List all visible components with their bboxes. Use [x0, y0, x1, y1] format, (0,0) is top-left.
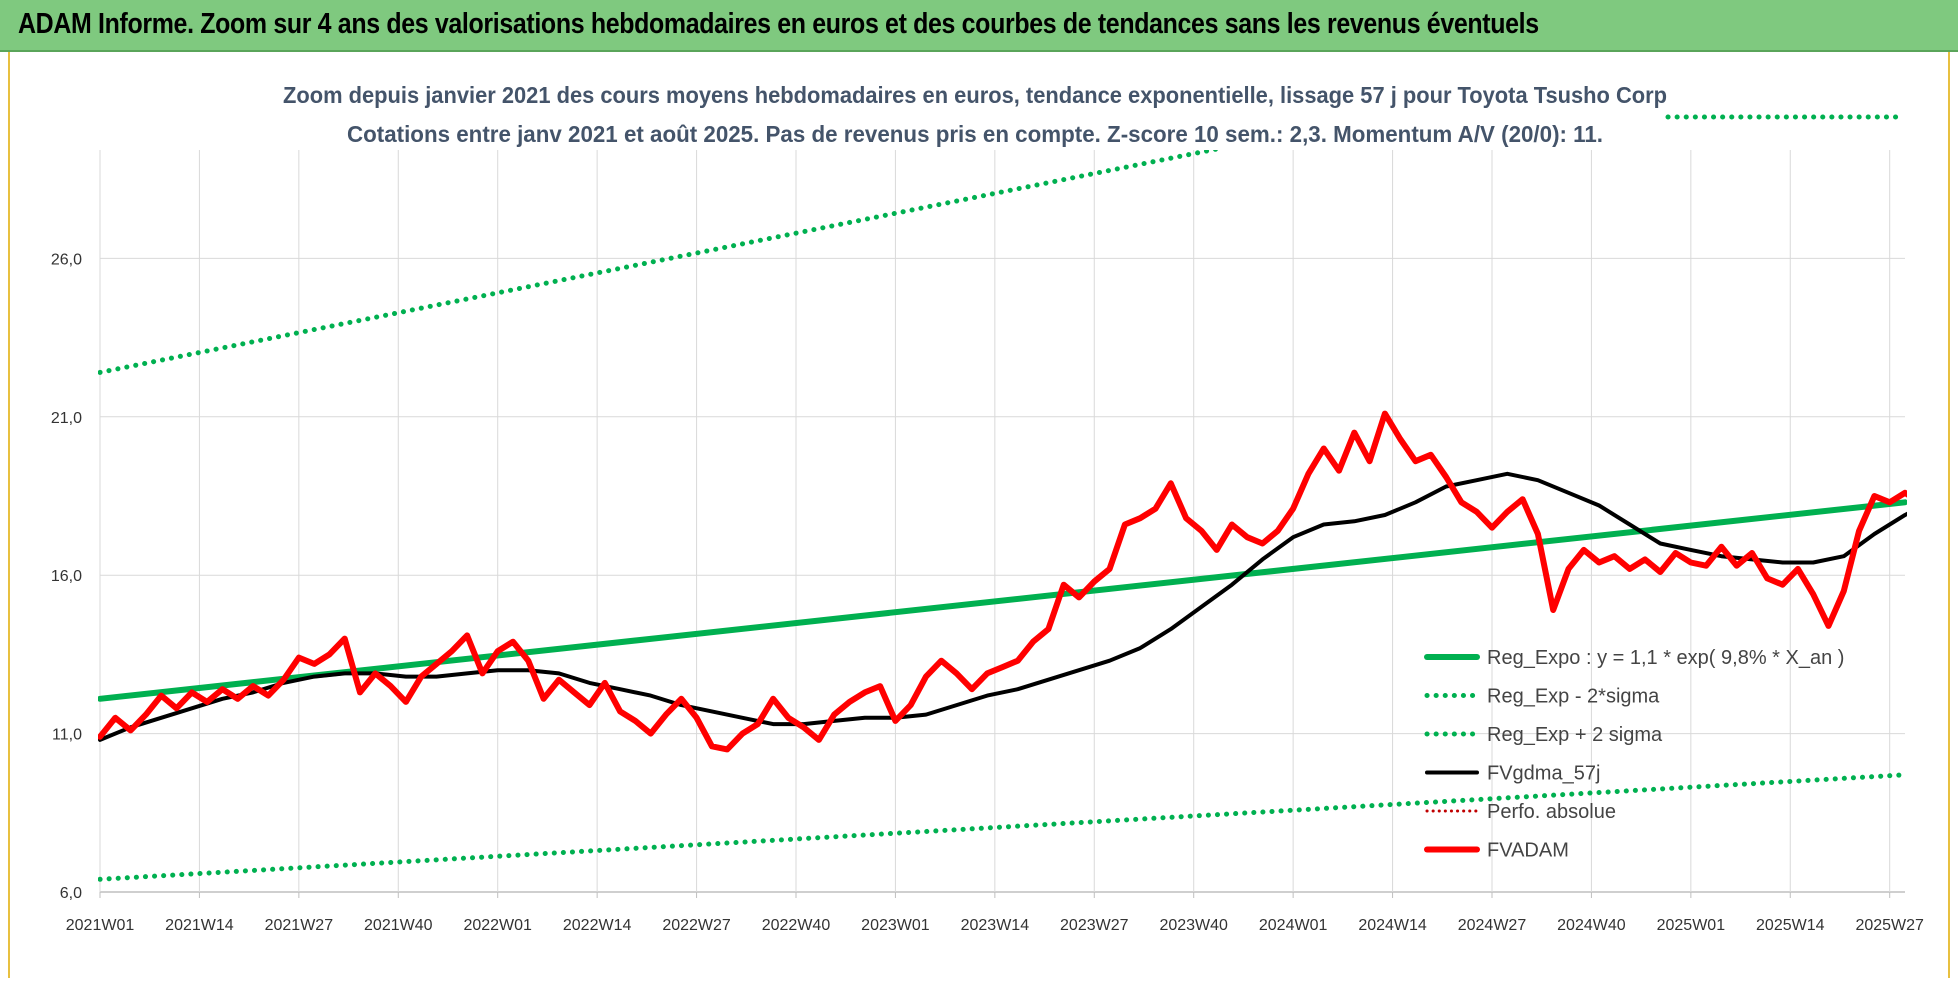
x-tick-label: 2022W14 — [563, 917, 632, 934]
axis-ticks: 6,0 11,0 16,0 21,0 26,0 2021W01 2021W14 2021W27… — [51, 251, 1924, 934]
chart-title: Zoom depuis janvier 2021 des cours moyen… — [283, 82, 1667, 108]
legend-label: Reg_Exp + 2 sigma — [1487, 724, 1663, 746]
x-tick-label: 2021W27 — [265, 917, 334, 934]
series-reg-exp-plus-2sigma — [98, 150, 1225, 375]
chart-frame — [8, 52, 1950, 978]
y-tick-label: 6,0 — [60, 885, 82, 902]
series-reg-exp-minus-2sigma — [98, 772, 1907, 882]
banner-title: ADAM Informe. Zoom sur 4 ans des valoris… — [18, 8, 1539, 40]
legend-label: Perfo. absolue — [1487, 801, 1616, 823]
y-tick-label: 11,0 — [52, 727, 82, 744]
legend-label: Reg_Exp - 2*sigma — [1487, 686, 1660, 708]
x-tick-label: 2023W01 — [861, 917, 930, 934]
x-tick-label: 2021W14 — [165, 917, 234, 934]
x-tick-label: 2025W14 — [1756, 917, 1825, 934]
x-tick-label: 2022W40 — [762, 917, 831, 934]
y-tick-label: 21,0 — [51, 410, 82, 427]
x-tick-label: 2025W27 — [1855, 917, 1924, 934]
x-tick-label: 2024W27 — [1458, 917, 1527, 934]
x-tick-label: 2021W01 — [66, 917, 135, 934]
legend-label: FVADAM — [1487, 840, 1569, 862]
x-tick-label: 2023W14 — [961, 917, 1030, 934]
legend: Reg_Expo : y = 1,1 * exp( 9,8% * X_an ) R… — [1424, 647, 1844, 862]
x-tick-label: 2025W01 — [1657, 917, 1726, 934]
x-tick-label: 2021W40 — [364, 917, 433, 934]
x-tick-label: 2023W40 — [1159, 917, 1228, 934]
series-fvgdma-57j — [98, 471, 1907, 742]
y-tick-label: 16,0 — [51, 568, 82, 585]
x-tick-label: 2023W27 — [1060, 917, 1129, 934]
x-tick-label: 2022W01 — [463, 917, 532, 934]
series-reg-expo — [98, 499, 1907, 702]
series-fvadam — [98, 410, 1907, 753]
header-banner: ADAM Informe. Zoom sur 4 ans des valoris… — [0, 0, 1958, 52]
chart-subtitle: Cotations entre janv 2021 et août 2025. … — [347, 121, 1603, 147]
x-tick-label: 2024W14 — [1358, 917, 1427, 934]
legend-label: Reg_Expo : y = 1,1 * exp( 9,8% * X_an ) — [1487, 647, 1844, 669]
y-tick-label: 26,0 — [51, 251, 82, 268]
legend-label: FVgdma_57j — [1487, 763, 1600, 785]
gridlines — [99, 150, 1905, 898]
x-tick-label: 2024W40 — [1557, 917, 1626, 934]
series-lines — [98, 150, 1907, 882]
x-tick-label: 2022W27 — [662, 917, 731, 934]
x-tick-label: 2024W01 — [1259, 917, 1328, 934]
